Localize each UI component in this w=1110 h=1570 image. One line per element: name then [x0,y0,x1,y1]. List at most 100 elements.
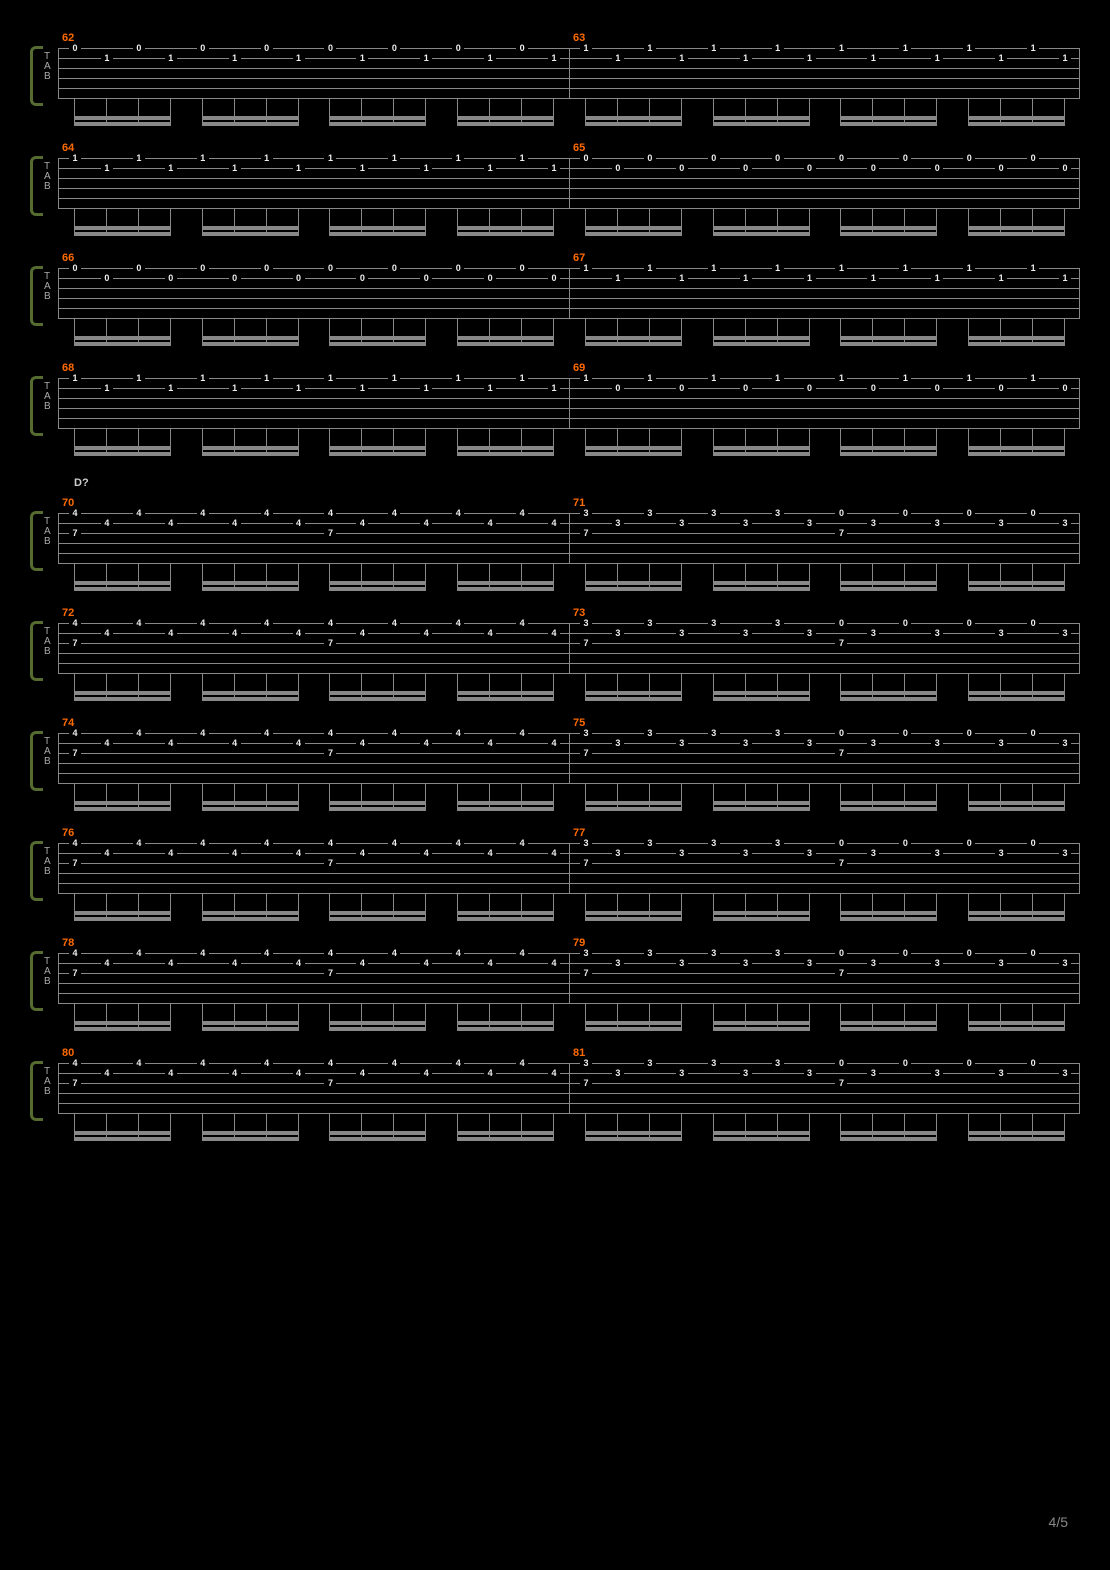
fret-number: 1 [101,163,113,173]
fret-number: 4 [388,838,400,848]
fret-number: 4 [324,1058,336,1068]
fret-number: 4 [261,508,273,518]
fret-number: 4 [293,738,305,748]
fret-number: 4 [261,728,273,738]
beam [202,226,298,230]
beam [713,917,809,921]
beam [329,1137,425,1141]
fret-number: 1 [420,163,432,173]
fret-number: 0 [101,273,113,283]
beam [457,807,553,811]
beam [840,1137,936,1141]
fret-number: 0 [612,163,624,173]
fret-number: 0 [963,508,975,518]
fret-number: 4 [69,948,81,958]
fret-number: 0 [293,273,305,283]
fret-number: 7 [324,638,336,648]
beam [202,1021,298,1025]
beam [74,801,170,805]
system-bracket [30,46,43,106]
fret-number: 3 [676,628,688,638]
fret-number: 3 [995,848,1007,858]
beam [968,917,1064,921]
beam [457,446,553,450]
fret-number: 0 [197,263,209,273]
fret-number: 0 [1027,1058,1039,1068]
fret-number: 1 [1027,263,1039,273]
fret-number: 0 [995,383,1007,393]
fret-number: 0 [516,43,528,53]
beam [713,587,809,591]
beam [74,1021,170,1025]
fret-number: 4 [420,628,432,638]
beam [585,446,681,450]
fret-number: 0 [835,728,847,738]
tab-staff: 7879444444444444444477333333337030303037 [58,945,1080,1015]
beam [202,1027,298,1031]
fret-number: 7 [835,528,847,538]
fret-number: 3 [867,958,879,968]
beam [457,1131,553,1135]
fret-number: 1 [740,53,752,63]
fret-number: 0 [612,383,624,393]
fret-number: 1 [931,273,943,283]
fret-number: 3 [644,948,656,958]
fret-number: 1 [165,383,177,393]
beam [74,1131,170,1135]
beam [457,697,553,701]
fret-number: 4 [197,728,209,738]
fret-number: 7 [69,528,81,538]
beam [585,116,681,120]
tab-letters: TAB [44,52,54,82]
fret-number: 3 [580,508,592,518]
fret-number: 4 [356,518,368,528]
fret-number: 4 [197,508,209,518]
beam [329,581,425,585]
fret-number: 3 [1059,738,1071,748]
fret-number: 4 [133,838,145,848]
tab-letters: TAB [44,737,54,767]
fret-number: 4 [69,838,81,848]
beam [585,122,681,126]
tab-staff: 666700000000000000001111111111111111 [58,260,1080,330]
fret-number: 1 [548,163,560,173]
fret-number: 4 [101,958,113,968]
fret-number: 1 [548,383,560,393]
fret-number: 0 [1027,838,1039,848]
beam [840,587,936,591]
fret-number: 3 [644,838,656,848]
fret-number: 7 [324,528,336,538]
beam [457,232,553,236]
notes-layer: 444444444444444477333333337030303037 [58,835,1080,905]
fret-number: 4 [356,848,368,858]
fret-number: 1 [165,53,177,63]
beam [968,1137,1064,1141]
beam [713,446,809,450]
beam [968,911,1064,915]
beam [329,1131,425,1135]
fret-number: 4 [548,1068,560,1078]
fret-number: 4 [261,838,273,848]
fret-number: 4 [293,848,305,858]
fret-number: 4 [133,618,145,628]
beam [968,342,1064,346]
fret-number: 1 [1027,373,1039,383]
fret-number: 0 [356,273,368,283]
fret-number: 3 [676,738,688,748]
fret-number: 0 [516,263,528,273]
beam [968,122,1064,126]
beam [74,226,170,230]
beam [968,452,1064,456]
fret-number: 4 [516,508,528,518]
fret-number: 1 [740,273,752,283]
beam [457,342,553,346]
fret-number: 4 [133,1058,145,1068]
fret-number: 4 [420,738,432,748]
fret-number: 3 [804,518,816,528]
beam [457,1027,553,1031]
tab-staff: 7273444444444444444477333333337030303037 [58,615,1080,685]
beam [585,452,681,456]
fret-number: 4 [516,948,528,958]
fret-number: 0 [261,43,273,53]
fret-number: 1 [101,53,113,63]
